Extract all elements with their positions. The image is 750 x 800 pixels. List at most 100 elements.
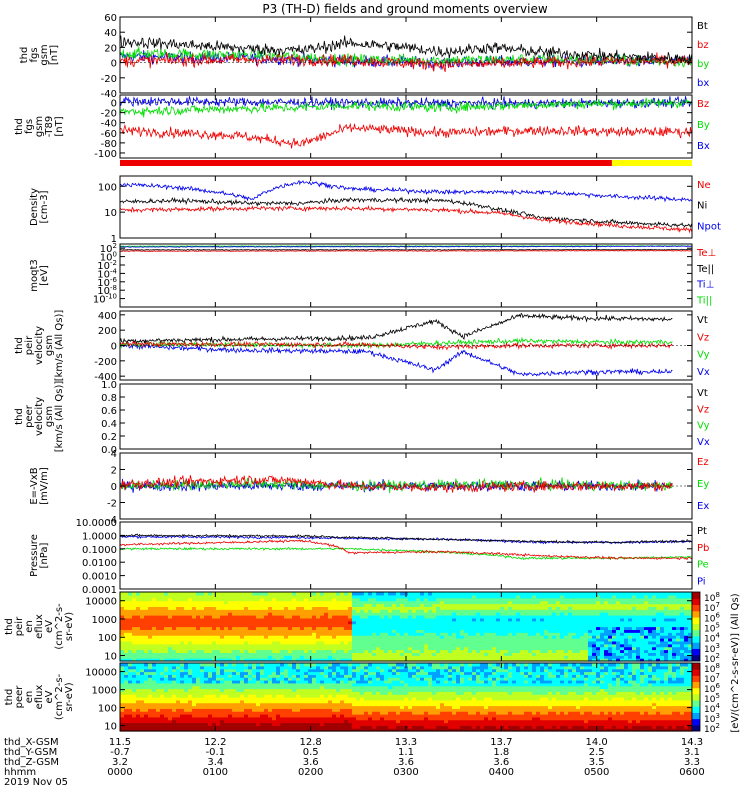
heatmap-cell <box>396 652 401 656</box>
heatmap-cell <box>492 615 497 619</box>
heatmap-cell <box>444 658 449 662</box>
heatmap-cell <box>120 725 125 729</box>
heatmap-cell <box>456 658 461 662</box>
heatmap-cell <box>172 716 177 721</box>
heatmap-cell <box>664 617 669 622</box>
heatmap-cell <box>632 597 637 602</box>
heatmap-cell <box>620 658 625 662</box>
heatmap-cell <box>648 597 653 602</box>
heatmap-cell <box>224 663 229 667</box>
heatmap-cell <box>120 632 125 636</box>
heatmap-cell <box>568 632 573 636</box>
heatmap-cell <box>168 626 173 630</box>
heatmap-cell <box>276 688 281 692</box>
heatmap-cell <box>168 597 173 602</box>
heatmap-cell <box>564 649 569 653</box>
heatmap-cell <box>200 623 205 628</box>
heatmap-cell <box>204 682 209 687</box>
heatmap-cell <box>684 609 689 613</box>
heatmap-cell <box>308 697 313 701</box>
heatmap-cell <box>652 649 657 653</box>
heatmap-cell <box>532 652 537 656</box>
heatmap-cell <box>512 600 517 605</box>
heatmap-cell <box>512 592 517 596</box>
heatmap-cell <box>152 714 157 718</box>
heatmap-cell <box>204 668 209 673</box>
heatmap-cell <box>352 612 357 616</box>
heatmap-cell <box>292 665 297 670</box>
heatmap-cell <box>348 612 353 616</box>
heatmap-cell <box>508 597 513 602</box>
heatmap-cell <box>300 719 305 724</box>
heatmap-cell <box>592 640 597 645</box>
heatmap-cell <box>580 646 585 651</box>
heatmap-cell <box>572 626 577 630</box>
heatmap-cell <box>184 652 189 656</box>
heatmap-cell <box>684 615 689 619</box>
heatmap-cell <box>208 643 213 648</box>
heatmap-cell <box>392 655 397 659</box>
heatmap-cell <box>144 603 149 607</box>
heatmap-cell <box>332 606 337 610</box>
heatmap-cell <box>236 685 241 690</box>
heatmap-cell <box>380 606 385 610</box>
heatmap-cell <box>352 609 357 613</box>
heatmap-cell <box>512 652 517 656</box>
heatmap-cell <box>208 711 213 715</box>
heatmap-cell <box>128 626 133 630</box>
heatmap-cell <box>300 626 305 630</box>
heatmap-cell <box>668 620 673 625</box>
heatmap-cell <box>224 705 229 709</box>
heatmap-cell <box>248 728 253 732</box>
heatmap-cell <box>284 665 289 670</box>
heatmap-cell <box>284 705 289 709</box>
heatmap-cell <box>264 722 269 726</box>
heatmap-cell <box>168 663 173 667</box>
heatmap-cell <box>228 728 233 732</box>
heatmap-cell <box>632 649 637 653</box>
heatmap-cell <box>184 658 189 662</box>
heatmap-cell <box>256 702 261 707</box>
heatmap-cell <box>680 609 685 613</box>
heatmap-cell <box>428 597 433 602</box>
heatmap-cell <box>216 609 221 613</box>
heatmap-cell <box>248 677 253 681</box>
heatmap-cell <box>568 638 573 642</box>
heatmap-cell <box>216 594 221 599</box>
heatmap-cell <box>220 655 225 659</box>
heatmap-cell <box>216 680 221 684</box>
heatmap-cell <box>344 655 349 659</box>
heatmap-cell <box>616 603 621 607</box>
heatmap-cell <box>336 612 341 616</box>
heatmap-cell <box>252 668 257 673</box>
heatmap-cell <box>280 714 285 718</box>
heatmap-cell <box>608 597 613 602</box>
heatmap-cell <box>288 668 293 673</box>
heatmap-cell <box>268 600 273 605</box>
heatmap-cell <box>284 682 289 687</box>
heatmap-cell <box>532 638 537 642</box>
heatmap-cell <box>120 702 125 707</box>
heatmap-cell <box>632 603 637 607</box>
heatmap-cell <box>124 711 129 715</box>
heatmap-cell <box>320 606 325 610</box>
heatmap-cell <box>640 606 645 610</box>
heatmap-cell <box>176 632 181 636</box>
heatmap-cell <box>236 728 241 732</box>
heatmap-cell <box>172 626 177 630</box>
heatmap-cell <box>384 649 389 653</box>
heatmap-cell <box>292 640 297 645</box>
heatmap-cell <box>684 652 689 656</box>
heatmap-cell <box>256 635 261 639</box>
heatmap-cell <box>356 617 361 622</box>
heatmap-cell <box>204 665 209 670</box>
heatmap-cell <box>244 699 249 704</box>
heatmap-cell <box>240 626 245 630</box>
heatmap-cell <box>500 600 505 605</box>
heatmap-cell <box>584 658 589 662</box>
heatmap-cell <box>568 626 573 630</box>
heatmap-cell <box>172 668 177 673</box>
heatmap-cell <box>384 626 389 630</box>
heatmap-cell <box>160 671 165 675</box>
heatmap-cell <box>232 711 237 715</box>
